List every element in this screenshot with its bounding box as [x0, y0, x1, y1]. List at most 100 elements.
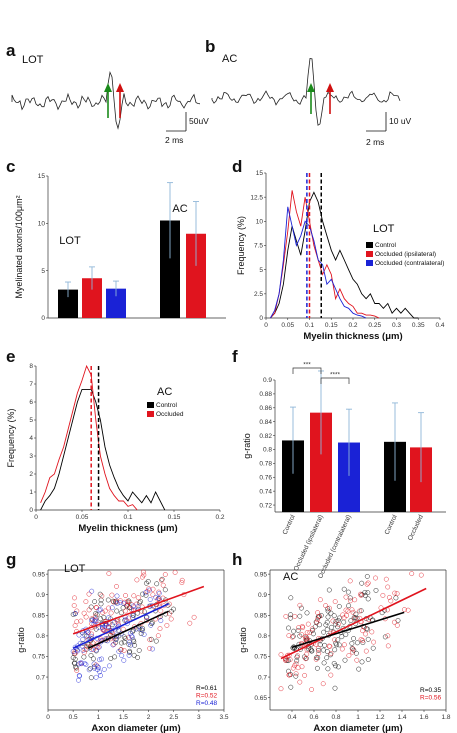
lot-recording-trace	[11, 71, 201, 130]
chart-g-point	[100, 626, 106, 632]
chart-h-point	[330, 618, 336, 624]
chart-c-bar	[58, 289, 78, 318]
chart-h-point	[324, 655, 330, 661]
chart-g-point	[130, 637, 136, 643]
chart-g-point	[76, 632, 82, 638]
chart-h-point	[328, 672, 334, 678]
panel-f-letter: f	[232, 347, 238, 366]
chart-e-title: AC	[157, 386, 172, 398]
chart-h-point	[352, 597, 358, 603]
chart-h-point	[303, 656, 309, 662]
chart-h-r-value: R=0.35	[420, 687, 442, 694]
chart-h-point	[340, 612, 346, 618]
chart-g-ytick-label: 0.75	[32, 654, 45, 661]
chart-g-point	[106, 605, 112, 611]
chart-g-point	[150, 646, 155, 652]
chart-h-xtick-label: 1.8	[441, 714, 450, 721]
chart-h-point	[401, 607, 407, 613]
chart-g-point	[93, 647, 99, 653]
chart-h-point	[295, 627, 301, 633]
chart-g-xtick-label: 0.5	[69, 714, 78, 721]
chart-h-point	[347, 598, 353, 604]
chart-g-xlabel: Axon diameter (μm)	[91, 723, 180, 733]
chart-g-point	[89, 618, 95, 624]
chart-e-legend-swatch	[147, 402, 154, 408]
chart-h-point	[341, 642, 347, 648]
chart-g-point	[128, 607, 134, 613]
chart-d-xtick-label: 0.3	[392, 322, 401, 329]
chart-h-point	[309, 628, 315, 633]
chart-h-point	[278, 652, 284, 658]
chart-g-point	[128, 633, 134, 639]
chart-h-point	[365, 596, 371, 602]
chart-h-point	[288, 595, 294, 601]
chart-g-point	[187, 620, 193, 626]
chart-h-ytick-label: 0.9	[258, 592, 267, 599]
chart-h-point	[327, 605, 332, 611]
chart-g-point	[149, 620, 155, 626]
chart-h-point	[362, 592, 368, 598]
chart-h-point	[310, 631, 316, 637]
chart-g-point	[95, 667, 100, 673]
chart-h-point	[360, 640, 366, 646]
chart-h-point	[317, 597, 323, 603]
chart-g-point	[89, 621, 95, 627]
chart-g-point	[76, 661, 82, 667]
chart-h-point	[345, 589, 351, 595]
chart-h-point	[371, 639, 377, 645]
chart-f-significance-label: ****	[330, 372, 341, 379]
chart-g-point	[87, 644, 93, 650]
chart-c-ytick-label: 15	[38, 173, 46, 180]
chart-d-xtick-label: 0.2	[348, 322, 357, 329]
panel-d-letter: d	[232, 157, 242, 176]
chart-g-point	[91, 618, 97, 624]
chart-h-point	[336, 603, 342, 609]
chart-h-point	[302, 672, 308, 678]
chart-d-xtick-label: 0.15	[325, 322, 338, 329]
chart-d-xtick-label: 0.1	[305, 322, 314, 329]
chart-h-point	[315, 655, 321, 661]
chart-g-point	[141, 572, 147, 578]
chart-h-xtick-label: 1	[356, 714, 360, 721]
chart-g-point	[74, 668, 80, 673]
chart-h-point	[357, 608, 363, 614]
chart-g-point	[160, 582, 166, 588]
chart-f-ytick-label: 0.84	[259, 419, 272, 426]
chart-g-point	[126, 615, 132, 621]
chart-g-point	[156, 590, 162, 596]
chart-h-point	[332, 647, 338, 653]
chart-g-point	[147, 645, 153, 651]
chart-g-point	[172, 569, 178, 575]
chart-g-point	[90, 656, 96, 662]
chart-c-bar	[82, 278, 102, 318]
chart-g-point	[92, 599, 98, 605]
chart-g-point	[114, 598, 120, 604]
chart-e-legend-label: Occluded	[156, 411, 184, 418]
chart-g-point	[98, 673, 103, 678]
chart-e-ytick-label: 5	[29, 417, 33, 424]
chart-c-group-label: LOT	[59, 235, 81, 247]
chart-g-point	[96, 644, 102, 650]
chart-h-point	[353, 611, 359, 617]
chart-h-point	[418, 572, 424, 578]
chart-h-point	[283, 613, 289, 619]
panel-a: a LOT 50uV 2 ms	[6, 41, 209, 145]
chart-g-point	[135, 595, 141, 601]
chart-g-point	[138, 631, 144, 637]
chart-h-point	[341, 586, 347, 592]
chart-d-xtick-label: 0.25	[368, 322, 381, 329]
chart-g-point	[81, 650, 87, 656]
chart-g-point	[110, 642, 116, 648]
chart-g-fit-line	[72, 585, 205, 635]
chart-g-point	[179, 577, 185, 583]
chart-h-point	[323, 603, 329, 609]
chart-e-xtick-label: 0.15	[168, 514, 181, 521]
chart-h-point	[313, 656, 319, 662]
chart-g-point	[83, 599, 89, 605]
chart-h-xtick-label: 0.8	[331, 714, 340, 721]
chart-g-point	[136, 626, 142, 632]
chart-h-point	[385, 643, 391, 649]
chart-h-point	[343, 607, 349, 613]
chart-e-xlabel: Myelin thickness (μm)	[78, 523, 177, 534]
chart-g-xtick-label: 1.5	[119, 714, 128, 721]
